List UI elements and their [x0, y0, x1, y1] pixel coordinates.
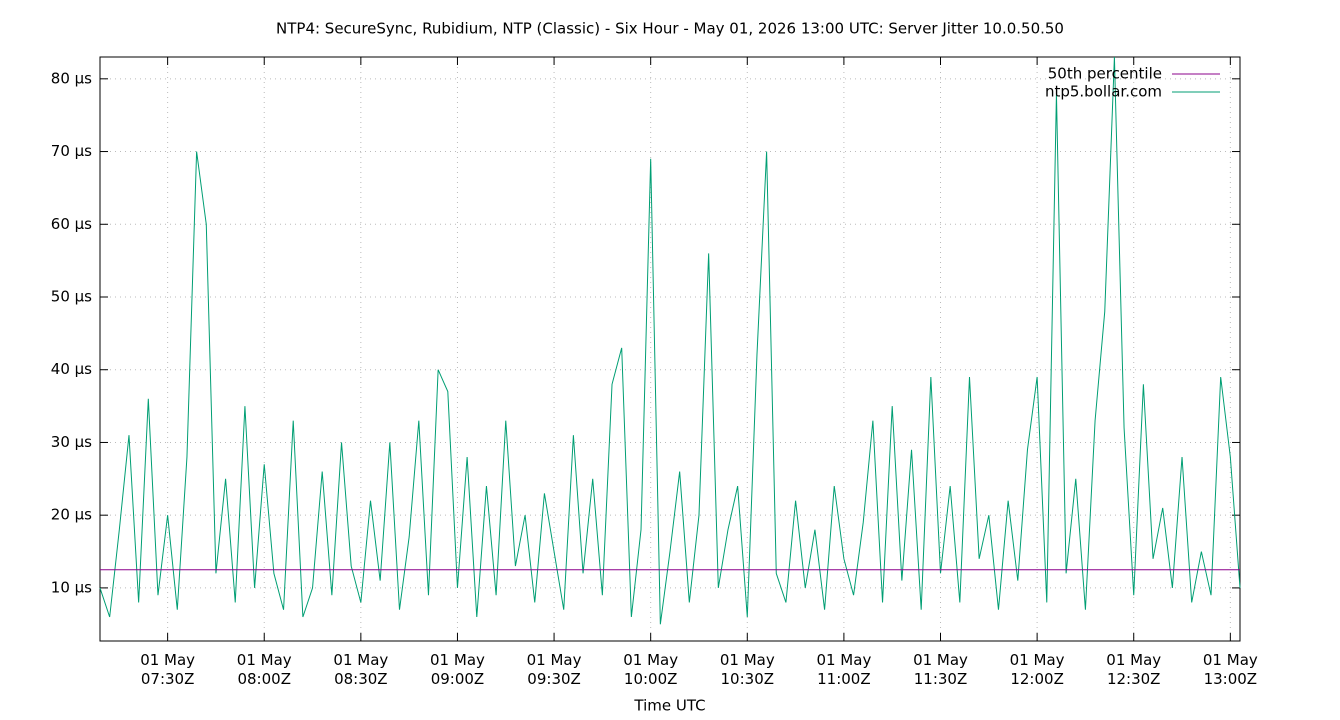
y-tick-label: 10 µs	[51, 578, 92, 596]
x-tick-label: 01 May 12:30Z	[1106, 651, 1162, 688]
y-tick-label: 50 µs	[51, 288, 92, 306]
y-tick-label: 70 µs	[51, 142, 92, 160]
x-tick-label: 01 May 10:00Z	[623, 651, 679, 688]
y-tick-label: 80 µs	[51, 69, 92, 87]
x-tick-label: 01 May 10:30Z	[719, 651, 775, 688]
x-tick-label: 01 May 11:00Z	[816, 651, 872, 688]
plot-frame	[99, 56, 1241, 642]
x-tick-label: 01 May 09:00Z	[430, 651, 485, 688]
y-tick-label: 30 µs	[51, 433, 92, 451]
x-tick-label: 01 May 08:30Z	[333, 651, 389, 688]
x-tick-label: 01 May 12:00Z	[1009, 651, 1065, 688]
y-tick-label: 40 µs	[51, 360, 92, 378]
series-line	[99, 56, 1241, 625]
legend-label: ntp5.bollar.com	[1045, 83, 1162, 101]
x-tick-label: 01 May 08:00Z	[236, 651, 292, 688]
legend-label: 50th percentile	[1048, 65, 1162, 83]
x-axis-label: Time UTC	[633, 697, 705, 715]
y-tick-label: 60 µs	[51, 215, 92, 233]
y-tick-label: 20 µs	[51, 506, 92, 524]
x-tick-label: 01 May 09:30Z	[526, 651, 582, 688]
x-tick-label: 01 May 13:00Z	[1202, 651, 1258, 688]
x-tick-label: 01 May 11:30Z	[913, 651, 968, 688]
x-tick-label: 01 May 07:30Z	[140, 651, 196, 688]
chart-title: NTP4: SecureSync, Rubidium, NTP (Classic…	[276, 20, 1064, 38]
